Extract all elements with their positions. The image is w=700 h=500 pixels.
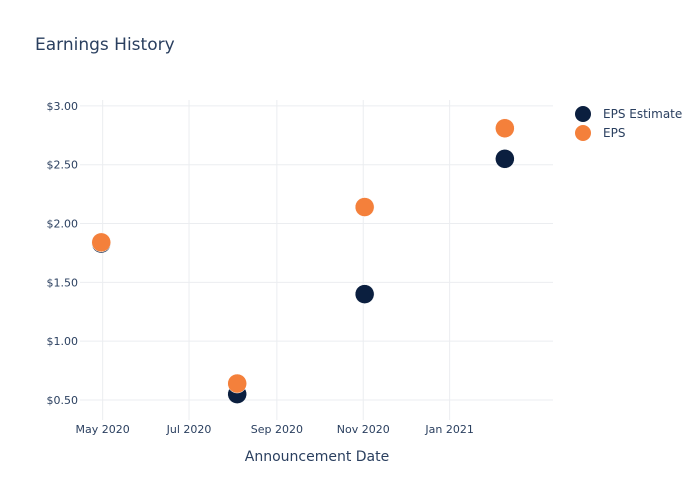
legend[interactable]: EPS Estimate EPS bbox=[575, 106, 682, 141]
y-tick-label: $1.50 bbox=[47, 276, 79, 289]
series-eps-estimate bbox=[91, 149, 515, 404]
x-axis-title: Announcement Date bbox=[245, 449, 389, 465]
legend-label: EPS Estimate bbox=[603, 107, 682, 121]
y-tick-label: $2.00 bbox=[47, 218, 79, 231]
legend-item[interactable]: EPS bbox=[575, 125, 625, 141]
x-tick-label: Jan 2021 bbox=[424, 423, 473, 436]
data-point[interactable] bbox=[354, 284, 375, 304]
y-tick-label: $0.50 bbox=[47, 394, 79, 407]
legend-marker bbox=[575, 125, 591, 141]
y-tick-label: $1.00 bbox=[47, 335, 79, 348]
data-point[interactable] bbox=[354, 197, 375, 217]
data-point[interactable] bbox=[227, 373, 247, 394]
x-tick-label: Sep 2020 bbox=[251, 423, 303, 436]
y-tick-label: $2.50 bbox=[47, 159, 79, 172]
y-tick-label: $3.00 bbox=[47, 100, 79, 113]
legend-marker bbox=[575, 106, 591, 122]
x-tick-label: May 2020 bbox=[76, 423, 130, 436]
x-tick-label: Jul 2020 bbox=[166, 423, 212, 436]
x-axis-ticks: May 2020 Jul 2020 Sep 2020 Nov 2020 Jan 2021 bbox=[76, 423, 474, 436]
legend-item[interactable]: EPS Estimate bbox=[575, 106, 682, 122]
y-axis-ticks: $0.50 $1.00 $1.50 $2.00 $2.50 $3.00 bbox=[47, 100, 79, 407]
series-eps bbox=[91, 118, 515, 394]
chart-title: Earnings History bbox=[35, 35, 175, 55]
x-tick-label: Nov 2020 bbox=[337, 423, 390, 436]
data-point[interactable] bbox=[495, 149, 515, 169]
gridlines bbox=[80, 100, 553, 420]
data-markers bbox=[91, 118, 515, 404]
data-point[interactable] bbox=[91, 232, 111, 253]
data-point[interactable] bbox=[495, 118, 515, 138]
legend-label: EPS bbox=[603, 126, 625, 140]
